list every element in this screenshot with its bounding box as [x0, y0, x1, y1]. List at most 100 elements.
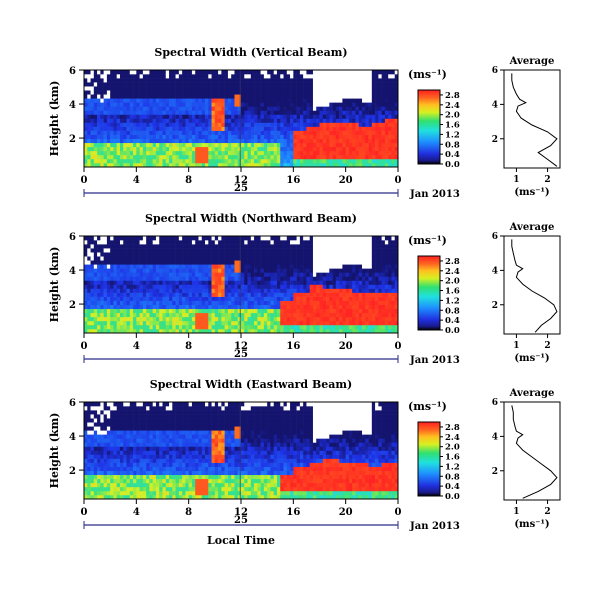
colorbar-tick-label: 2.8	[445, 257, 460, 267]
x-tick-label: 16	[286, 341, 300, 352]
data-gap	[239, 70, 241, 167]
colorbar-tick-label: 0.8	[445, 472, 460, 482]
y-axis-label: Height (km)	[48, 247, 61, 323]
profile-x-tick-label: 2	[544, 341, 550, 351]
x-tick-label: 4	[133, 507, 140, 518]
colorbar-tick-label: 2.4	[445, 101, 460, 111]
profile-y-tick-label: 4	[492, 266, 498, 276]
colorbar-tick-label: 2.4	[445, 267, 460, 277]
profile-y-tick-label: 6	[492, 232, 498, 242]
x-tick-label: 8	[185, 341, 192, 352]
x-tick-label: 0	[395, 507, 402, 518]
data-gap	[239, 402, 241, 499]
y-tick-label: 6	[69, 232, 76, 243]
x-tick-label: 8	[185, 175, 192, 186]
profile-y-tick-label: 2	[492, 467, 498, 477]
month-label: Jan 2013	[409, 189, 460, 200]
profile-y-tick-label: 4	[492, 432, 498, 442]
x-tick-label: 0	[395, 341, 402, 352]
profile-x-tick-label: 1	[513, 507, 519, 517]
profile-x-label: (ms⁻¹)	[514, 353, 549, 364]
y-tick-label: 4	[69, 100, 76, 111]
y-tick-label: 2	[69, 466, 76, 477]
colorbar-unit: (ms⁻¹)	[408, 68, 447, 81]
colorbar	[417, 421, 441, 497]
profile-x-tick-label: 1	[513, 175, 519, 185]
profile-title: Average	[509, 56, 555, 67]
panel-2: Spectral Width (Northward Beam) 2 4 6 Height…	[48, 212, 561, 366]
colorbar-tick-label: 1.2	[445, 296, 460, 306]
colorbar-tick-label: 1.6	[445, 453, 460, 463]
profile-y-tick-label: 2	[492, 301, 498, 311]
colorbar-unit: (ms⁻¹)	[408, 234, 447, 247]
panel-3: Spectral Width (Eastward Beam) 2 4 6 Height …	[48, 378, 561, 547]
profile-x-label: (ms⁻¹)	[514, 187, 549, 198]
colorbar-tick-label: 1.2	[445, 130, 460, 140]
panel-title: Spectral Width (Northward Beam)	[145, 212, 357, 225]
profile-line	[511, 405, 558, 499]
profile-frame	[503, 401, 561, 501]
profile-title: Average	[509, 222, 555, 233]
colorbar-tick-label: 1.6	[445, 121, 460, 131]
x-axis-label: Local Time	[207, 534, 275, 547]
colorbar-tick-label: 0.0	[445, 326, 460, 336]
y-tick-label: 6	[69, 398, 76, 409]
profile-x-tick-label: 2	[544, 507, 550, 517]
x-tick-label: 12	[234, 341, 248, 352]
month-label: Jan 2013	[409, 521, 460, 532]
profile-y-tick-label: 2	[492, 135, 498, 145]
heatmap	[84, 70, 399, 168]
colorbar	[417, 255, 441, 331]
colorbar-tick-label: 1.2	[445, 462, 460, 472]
profile-x-label: (ms⁻¹)	[514, 519, 549, 530]
x-tick-label: 0	[395, 175, 402, 186]
y-axis-label: Height (km)	[48, 413, 61, 489]
profile-x-tick-label: 1	[513, 341, 519, 351]
colorbar	[417, 89, 441, 165]
colorbar-tick-label: 0.4	[445, 150, 460, 160]
colorbar-tick-label: 2.4	[445, 433, 460, 443]
x-tick-label: 0	[81, 341, 88, 352]
colorbar-tick-label: 0.4	[445, 482, 460, 492]
heatmap	[84, 402, 399, 500]
profile-y-tick-label: 6	[492, 66, 498, 76]
panel-1: Spectral Width (Vertical Beam) 2 4 6 Height …	[48, 46, 561, 200]
profile-y-tick-label: 4	[492, 100, 498, 110]
colorbar-tick-label: 2.0	[445, 111, 460, 121]
x-tick-label: 8	[185, 507, 192, 518]
colorbar-tick-label: 2.0	[445, 277, 460, 287]
profile-y-tick-label: 6	[492, 398, 498, 408]
x-tick-label: 4	[133, 341, 140, 352]
y-tick-label: 4	[69, 432, 76, 443]
profile-x-tick-label: 2	[544, 175, 550, 185]
x-tick-label: 4	[133, 175, 140, 186]
x-tick-label: 20	[339, 341, 353, 352]
x-tick-label: 20	[339, 175, 353, 186]
colorbar-tick-label: 2.0	[445, 443, 460, 453]
panel-title: Spectral Width (Eastward Beam)	[150, 378, 352, 391]
x-tick-label: 0	[81, 507, 88, 518]
date-label: 25	[234, 515, 248, 526]
colorbar-tick-label: 1.6	[445, 287, 460, 297]
date-label: 25	[234, 183, 248, 194]
heatmap	[84, 236, 399, 334]
colorbar-tick-label: 0.4	[445, 316, 460, 326]
date-label: 25	[234, 349, 248, 360]
colorbar-tick-label: 0.8	[445, 306, 460, 316]
x-tick-label: 20	[339, 507, 353, 518]
x-tick-label: 12	[234, 175, 248, 186]
profile-line	[511, 73, 558, 167]
x-tick-label: 16	[286, 175, 300, 186]
x-tick-label: 16	[286, 507, 300, 518]
y-tick-label: 6	[69, 66, 76, 77]
data-gap	[239, 236, 241, 333]
colorbar-tick-label: 2.8	[445, 423, 460, 433]
panel-title: Spectral Width (Vertical Beam)	[154, 46, 347, 59]
y-tick-label: 2	[69, 300, 76, 311]
y-tick-label: 2	[69, 134, 76, 145]
x-tick-label: 12	[234, 507, 248, 518]
profile-line	[511, 239, 558, 333]
colorbar-tick-label: 0.0	[445, 160, 460, 170]
colorbar-unit: (ms⁻¹)	[408, 400, 447, 413]
